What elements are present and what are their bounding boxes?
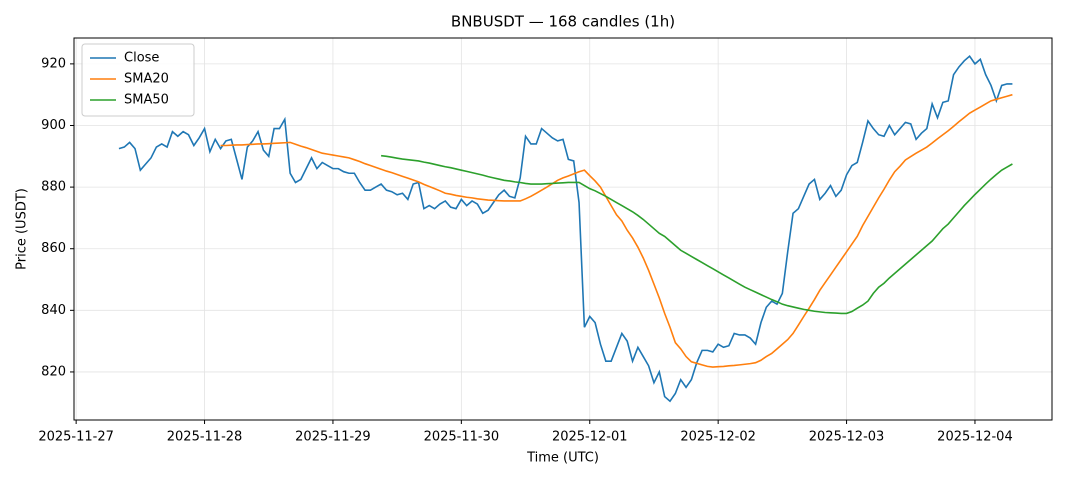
y-tick-label: 900 xyxy=(41,118,66,133)
series-line xyxy=(118,54,1013,403)
series-line xyxy=(220,93,1013,368)
plot-frame xyxy=(73,37,1053,421)
y-tick-label: 840 xyxy=(41,303,66,318)
x-tick-label: 2025-12-01 xyxy=(552,430,628,445)
x-tick-label: 2025-11-29 xyxy=(295,430,371,445)
legend-label: Close xyxy=(124,51,159,66)
legend-label: SMA50 xyxy=(124,93,169,108)
x-tick-label: 2025-11-30 xyxy=(424,430,500,445)
y-tick-label: 920 xyxy=(41,56,66,71)
series-line xyxy=(381,154,1013,315)
x-tick-label: 2025-11-27 xyxy=(38,430,114,445)
x-tick-label: 2025-11-28 xyxy=(167,430,243,445)
y-tick-label: 880 xyxy=(41,180,66,195)
x-tick-label: 2025-12-02 xyxy=(680,430,756,445)
y-tick-label: 820 xyxy=(41,364,66,379)
x-tick-label: 2025-12-03 xyxy=(809,430,885,445)
legend-box xyxy=(81,43,195,117)
chart-title: BNBUSDT — 168 candles (1h) xyxy=(451,13,675,31)
y-tick-label: 860 xyxy=(41,241,66,256)
y-axis-label: Price (USDT) xyxy=(15,188,30,270)
x-tick-label: 2025-12-04 xyxy=(937,430,1013,445)
x-axis-label: Time (UTC) xyxy=(526,451,599,466)
legend-label: SMA20 xyxy=(124,72,169,87)
